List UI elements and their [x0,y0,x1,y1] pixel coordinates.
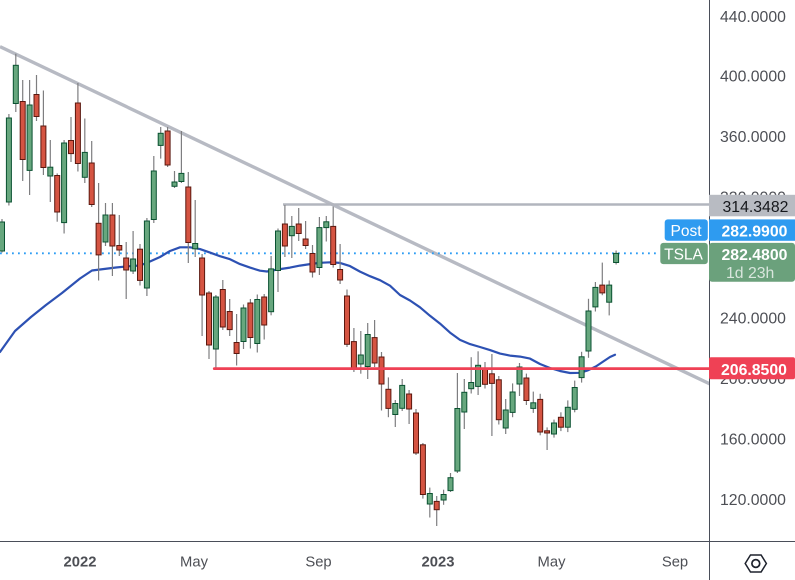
svg-text:314.3482: 314.3482 [723,199,789,216]
svg-text:160.0000: 160.0000 [720,431,786,448]
svg-text:Post: Post [670,223,702,240]
svg-text:May: May [538,555,567,571]
svg-text:Sep: Sep [305,555,331,571]
svg-text:May: May [180,555,209,571]
svg-text:440.0000: 440.0000 [720,9,786,26]
svg-text:282.4800: 282.4800 [722,247,788,264]
svg-text:2023: 2023 [422,555,455,571]
svg-text:282.9900: 282.9900 [722,224,788,241]
svg-text:2022: 2022 [64,555,97,571]
svg-text:400.0000: 400.0000 [720,69,786,86]
svg-text:TSLA: TSLA [664,246,703,263]
svg-text:120.0000: 120.0000 [720,492,786,509]
svg-text:206.8500: 206.8500 [721,362,787,379]
svg-text:360.0000: 360.0000 [720,129,786,146]
svg-text:240.0000: 240.0000 [720,310,786,327]
svg-text:Sep: Sep [662,555,688,571]
svg-text:1d 23h: 1d 23h [726,265,774,282]
